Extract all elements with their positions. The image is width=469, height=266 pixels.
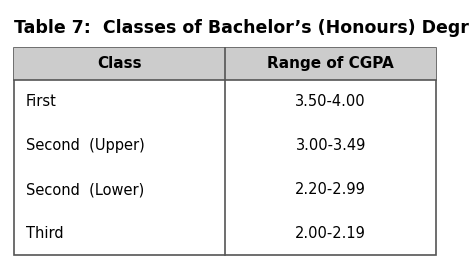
- Text: Second  (Lower): Second (Lower): [26, 182, 144, 197]
- Text: 2.00-2.19: 2.00-2.19: [295, 226, 366, 241]
- Text: First: First: [26, 94, 57, 109]
- Bar: [14, 48, 436, 255]
- Text: 2.20-2.99: 2.20-2.99: [295, 182, 366, 197]
- Text: Second  (Upper): Second (Upper): [26, 138, 144, 153]
- Text: Third: Third: [26, 226, 63, 241]
- Text: Table 7:  Classes of Bachelor’s (Honours) Degree: Table 7: Classes of Bachelor’s (Honours)…: [14, 19, 469, 37]
- Text: Range of CGPA: Range of CGPA: [267, 56, 394, 72]
- Text: 3.00-3.49: 3.00-3.49: [295, 138, 366, 153]
- Text: Class: Class: [97, 56, 142, 72]
- Bar: [14, 48, 436, 80]
- Text: 3.50-4.00: 3.50-4.00: [295, 94, 366, 109]
